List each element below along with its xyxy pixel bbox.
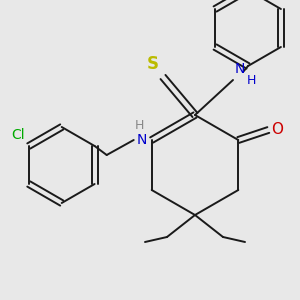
Text: H: H [247,74,256,88]
Text: O: O [271,122,283,137]
Text: Cl: Cl [11,128,25,142]
Text: N: N [136,133,147,147]
Text: N: N [235,62,245,76]
Text: H: H [134,119,144,132]
Text: S: S [147,55,159,73]
